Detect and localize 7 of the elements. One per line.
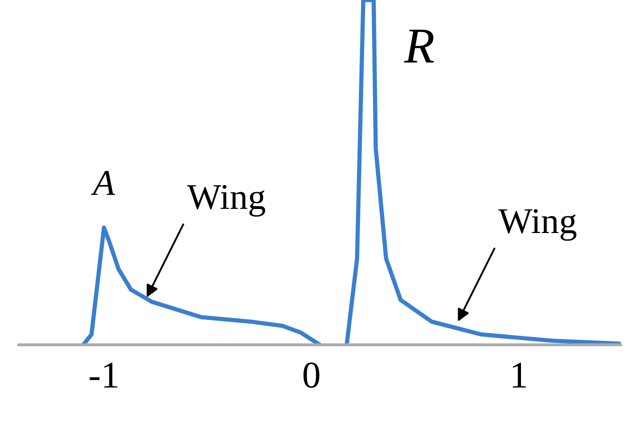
annotation: Wing — [187, 184, 266, 217]
annotation: R — [404, 30, 434, 62]
annotation: Wing — [498, 209, 576, 241]
x-tick-label: 0 — [303, 362, 320, 388]
annotation: A — [90, 171, 116, 195]
x-tick-label: -1 — [90, 362, 118, 388]
x-tick-label: 1 — [512, 362, 526, 388]
